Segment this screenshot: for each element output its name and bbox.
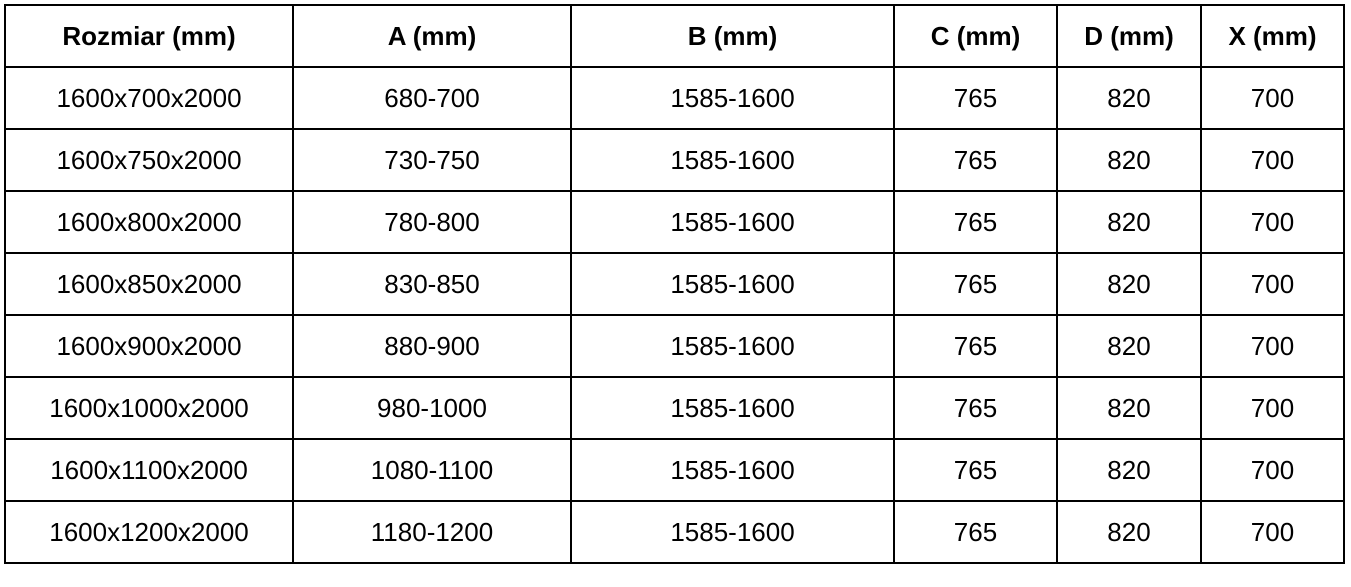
cell-x: 700	[1200, 376, 1345, 440]
cell-d: 820	[1056, 252, 1202, 316]
cell-a: 730-750	[292, 128, 572, 192]
cell-x: 700	[1200, 438, 1345, 502]
column-header-a: A (mm)	[292, 4, 572, 68]
cell-c: 765	[893, 252, 1058, 316]
cell-b: 1585-1600	[570, 190, 895, 254]
cell-c: 765	[893, 500, 1058, 564]
cell-b: 1585-1600	[570, 128, 895, 192]
cell-d: 820	[1056, 438, 1202, 502]
cell-size: 1600x1100x2000	[4, 438, 294, 502]
cell-d: 820	[1056, 190, 1202, 254]
cell-b: 1585-1600	[570, 66, 895, 130]
cell-c: 765	[893, 128, 1058, 192]
cell-size: 1600x900x2000	[4, 314, 294, 378]
cell-x: 700	[1200, 252, 1345, 316]
cell-x: 700	[1200, 500, 1345, 564]
cell-b: 1585-1600	[570, 500, 895, 564]
cell-c: 765	[893, 314, 1058, 378]
cell-c: 765	[893, 190, 1058, 254]
cell-size: 1600x800x2000	[4, 190, 294, 254]
cell-x: 700	[1200, 66, 1345, 130]
cell-a: 830-850	[292, 252, 572, 316]
table-row: 1600x700x2000 680-700 1585-1600 765 820 700	[4, 66, 1345, 130]
cell-d: 820	[1056, 500, 1202, 564]
cell-size: 1600x1000x2000	[4, 376, 294, 440]
table-row: 1600x850x2000 830-850 1585-1600 765 820 700	[4, 252, 1345, 316]
table-row: 1600x750x2000 730-750 1585-1600 765 820 700	[4, 128, 1345, 192]
cell-size: 1600x700x2000	[4, 66, 294, 130]
column-header-b: B (mm)	[570, 4, 895, 68]
cell-a: 1080-1100	[292, 438, 572, 502]
cell-c: 765	[893, 438, 1058, 502]
column-header-x: X (mm)	[1200, 4, 1345, 68]
dimensions-table: Rozmiar (mm) A (mm) B (mm) C (mm) D (mm) X (m…	[4, 4, 1345, 564]
cell-size: 1600x750x2000	[4, 128, 294, 192]
cell-b: 1585-1600	[570, 314, 895, 378]
table-row: 1600x1000x2000 980-1000 1585-1600 765 820 700	[4, 376, 1345, 440]
column-header-d: D (mm)	[1056, 4, 1202, 68]
cell-x: 700	[1200, 190, 1345, 254]
column-header-c: C (mm)	[893, 4, 1058, 68]
cell-x: 700	[1200, 314, 1345, 378]
header-row: Rozmiar (mm) A (mm) B (mm) C (mm) D (mm) X (m…	[4, 4, 1345, 68]
cell-size: 1600x850x2000	[4, 252, 294, 316]
cell-size: 1600x1200x2000	[4, 500, 294, 564]
table-row: 1600x1100x2000 1080-1100 1585-1600 765 820 70…	[4, 438, 1345, 502]
column-header-size: Rozmiar (mm)	[4, 4, 294, 68]
cell-b: 1585-1600	[570, 438, 895, 502]
cell-a: 680-700	[292, 66, 572, 130]
table-row: 1600x800x2000 780-800 1585-1600 765 820 700	[4, 190, 1345, 254]
cell-a: 1180-1200	[292, 500, 572, 564]
cell-d: 820	[1056, 128, 1202, 192]
cell-d: 820	[1056, 66, 1202, 130]
cell-a: 980-1000	[292, 376, 572, 440]
cell-d: 820	[1056, 376, 1202, 440]
cell-c: 765	[893, 66, 1058, 130]
table-row: 1600x900x2000 880-900 1585-1600 765 820 700	[4, 314, 1345, 378]
cell-d: 820	[1056, 314, 1202, 378]
cell-a: 880-900	[292, 314, 572, 378]
cell-b: 1585-1600	[570, 376, 895, 440]
table-row: 1600x1200x2000 1180-1200 1585-1600 765 820 70…	[4, 500, 1345, 564]
cell-a: 780-800	[292, 190, 572, 254]
cell-b: 1585-1600	[570, 252, 895, 316]
cell-c: 765	[893, 376, 1058, 440]
cell-x: 700	[1200, 128, 1345, 192]
